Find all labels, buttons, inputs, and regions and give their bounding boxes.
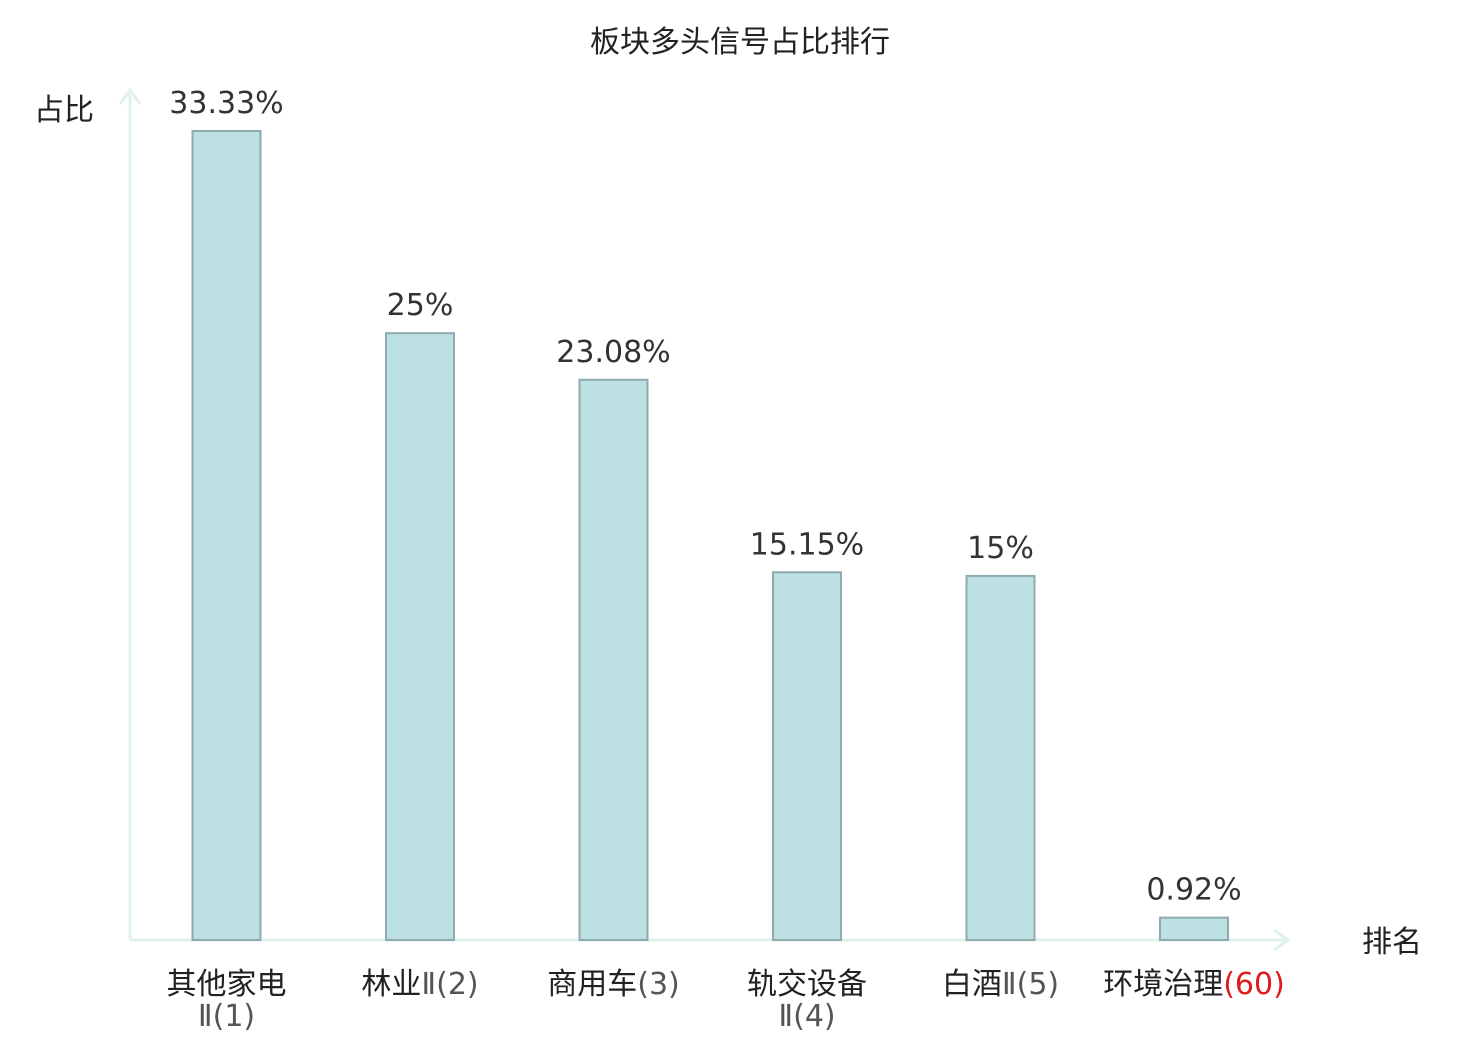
bars-group bbox=[191, 130, 1229, 942]
category-name: 环境治理 bbox=[1103, 967, 1223, 1002]
category-rank: Ⅱ(5) bbox=[1002, 967, 1059, 1002]
category-label: 环境治理(60) bbox=[1103, 967, 1285, 1002]
bar-value-label: 15% bbox=[967, 531, 1034, 566]
category-name: 林业 bbox=[361, 967, 421, 1002]
category-label: 其他家电 bbox=[167, 967, 287, 1002]
value-labels-group: 33.33% 25% 23.08% 15.15% 15% 0.92% bbox=[169, 86, 1241, 908]
bar bbox=[578, 378, 649, 942]
category-rank: Ⅱ(1) bbox=[198, 999, 255, 1034]
chart-title: 板块多头信号占比排行 bbox=[590, 25, 890, 60]
y-axis-arrow bbox=[118, 87, 142, 105]
bar bbox=[191, 130, 262, 941]
bar-value-label: 33.33% bbox=[169, 86, 283, 121]
category-label: 轨交设备 bbox=[747, 967, 867, 1002]
x-axis-arrow bbox=[1273, 928, 1291, 952]
bar-value-label: 23.08% bbox=[556, 335, 670, 370]
bar bbox=[1159, 916, 1229, 942]
category-label: 商用车(3) bbox=[547, 967, 680, 1002]
category-name: 商用车 bbox=[547, 967, 637, 1002]
bar-value-label: 25% bbox=[387, 288, 454, 323]
bar-value-label: 15.15% bbox=[750, 527, 864, 562]
bar bbox=[772, 571, 842, 941]
axes bbox=[118, 87, 1291, 952]
bar bbox=[965, 574, 1036, 941]
category-rank: (3) bbox=[637, 967, 680, 1002]
x-axis-label: 排名 bbox=[1362, 925, 1422, 960]
bar bbox=[385, 332, 455, 941]
y-axis-label: 占比 bbox=[34, 93, 94, 128]
category-name: 白酒 bbox=[942, 967, 1002, 1002]
category-label: 林业Ⅱ(2) bbox=[361, 967, 478, 1002]
category-rank: (60) bbox=[1223, 967, 1285, 1002]
bar-value-label: 0.92% bbox=[1146, 873, 1241, 908]
category-rank: Ⅱ(4) bbox=[778, 999, 835, 1034]
category-label: 白酒Ⅱ(5) bbox=[942, 967, 1059, 1002]
category-rank: Ⅱ(2) bbox=[421, 967, 478, 1002]
